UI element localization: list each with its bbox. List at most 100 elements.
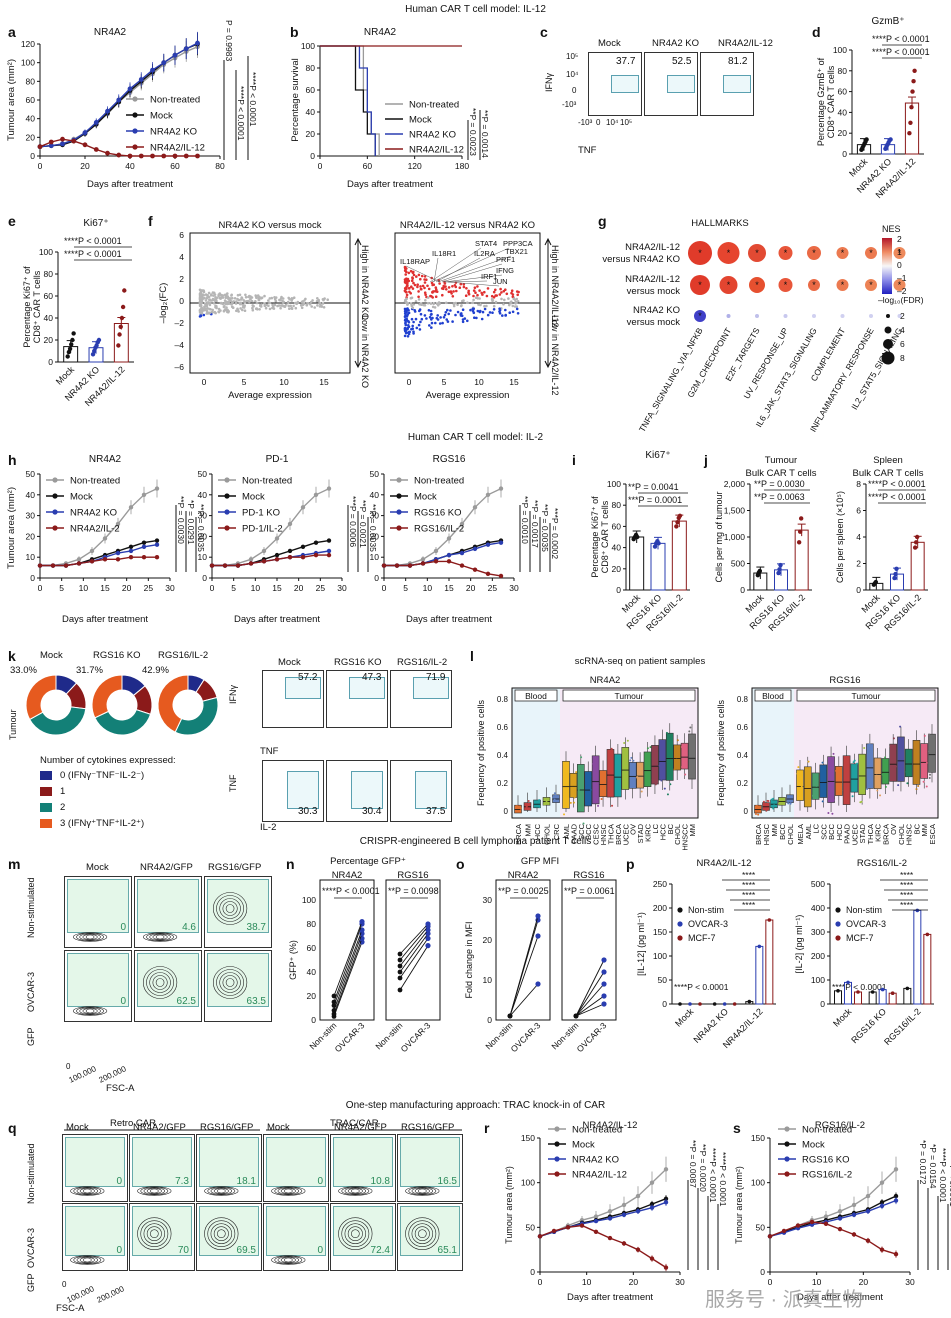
panel-a-series-2-point bbox=[150, 67, 155, 73]
panel-s-series-2-point bbox=[837, 1216, 843, 1221]
panel-f-right-gene-point bbox=[411, 287, 415, 290]
panel-f-right-gene-point bbox=[410, 285, 413, 289]
panel-f-right-gene-point bbox=[429, 309, 433, 313]
panel-o-1-pair-line bbox=[575, 1003, 605, 1017]
panel-l-left-dot bbox=[565, 773, 568, 776]
flow-m-contour-ring bbox=[146, 969, 174, 996]
panel-h-1-series-3-point bbox=[209, 563, 215, 568]
panel-h-0-series-3-point bbox=[141, 555, 147, 560]
flow-m-gate bbox=[137, 879, 199, 933]
panel-g-dot bbox=[893, 279, 906, 291]
panel-f-left-gene-point bbox=[310, 305, 314, 308]
flow-m-contour-ring bbox=[222, 901, 238, 916]
panel-d-point bbox=[864, 137, 869, 142]
panel-r-series-2-point bbox=[593, 1218, 599, 1224]
panel-h-2-xtick-label: 5 bbox=[403, 583, 408, 593]
panel-g-nes-tick-0: 2 bbox=[897, 234, 902, 244]
panel-f-right-gene-point bbox=[443, 313, 447, 317]
flow-k-top-2 bbox=[390, 670, 452, 728]
panel-f-left-gene-point bbox=[215, 305, 218, 308]
panel-f-right-gene-point bbox=[516, 312, 520, 315]
panel-l-right-dot bbox=[827, 812, 830, 815]
panel-l-right-xlabel-11: PAAD bbox=[843, 823, 852, 843]
panel-f-left-gene-point bbox=[316, 297, 319, 300]
panel-f-right-xtick-label: 10 bbox=[474, 377, 484, 387]
panel-o-1-pair-line bbox=[575, 983, 605, 1017]
panel-l-left-xlabel-11: THCA bbox=[606, 824, 615, 844]
donut-legend-1: 1 bbox=[40, 786, 65, 797]
panel-l-left-dot bbox=[577, 782, 580, 785]
flow-m-col-1: NR4A2/GFP bbox=[140, 862, 193, 873]
panel-o-1-pair-line bbox=[575, 971, 605, 1017]
panel-letter-l: l bbox=[470, 648, 474, 664]
panel-g-dot bbox=[836, 279, 849, 291]
panel-p-right-legend-marker bbox=[835, 935, 841, 941]
flow-q-row-0: Non-stimulated bbox=[26, 1143, 36, 1204]
panel-h-1-ytick-label: 40 bbox=[198, 490, 208, 500]
panel-l-left-xlabel-21: HNSCC bbox=[681, 823, 690, 850]
panel-g-star: * bbox=[898, 280, 902, 290]
panel-g-star: * bbox=[784, 280, 788, 290]
panel-b-legend-label: NR4A2/IL-12 bbox=[409, 145, 464, 156]
panel-l-right-dot bbox=[789, 802, 792, 805]
panel-f-left-gene-point bbox=[321, 302, 325, 305]
panel-f-left-gene-point bbox=[267, 304, 270, 308]
panel-f-right-gene-point bbox=[434, 295, 438, 299]
panel-f-right-gene-point bbox=[479, 309, 482, 313]
panel-f-left-gene-point bbox=[308, 302, 312, 306]
panel-f-left-gene-point bbox=[292, 304, 295, 308]
panel-s-series-0-point bbox=[893, 1167, 899, 1172]
panel-f-right-gene-point bbox=[498, 307, 501, 311]
panel-l-left-ytick-0: 0 bbox=[504, 807, 509, 816]
panel-l-left-dot bbox=[525, 807, 528, 810]
panel-h-2-legend-marker bbox=[396, 525, 402, 531]
panel-f-right-gene-point bbox=[446, 320, 450, 323]
flow-k-top-xlabel: TNF bbox=[260, 746, 279, 757]
panel-l-left-dot bbox=[670, 736, 673, 739]
panel-f-right-gene-point bbox=[469, 308, 472, 312]
panel-f-left-gene-point bbox=[300, 303, 303, 307]
panel-n-0-ytick-4: 80 bbox=[307, 919, 317, 929]
panel-f-right-gene-point bbox=[483, 304, 486, 308]
panel-f-left-gene-point bbox=[238, 293, 242, 297]
panel-n-1-point-ovcar bbox=[425, 943, 431, 949]
flow-q-contour-ring bbox=[204, 1217, 239, 1251]
panel-g-dot bbox=[755, 314, 759, 318]
flow-m-contour bbox=[212, 892, 248, 925]
panel-f-left-gene-point bbox=[222, 305, 226, 309]
panel-l-left-dot bbox=[594, 795, 597, 798]
panel-n-0-point-nonstim bbox=[331, 999, 337, 1005]
flow-m-gate bbox=[207, 953, 269, 1007]
panel-f-right-gene-point bbox=[473, 286, 477, 290]
panel-f-right-gene-point bbox=[467, 289, 471, 293]
panel-f-right-gene-point bbox=[490, 294, 494, 298]
section-il2-title: Human CAR T cell model: IL-2 bbox=[407, 432, 544, 443]
panel-f-right-gene-point bbox=[452, 290, 455, 293]
panel-h-0-xtick-label: 0 bbox=[38, 583, 43, 593]
flow-q-contour bbox=[338, 1186, 373, 1196]
panel-s-series-2-line bbox=[769, 1199, 897, 1237]
panel-f-left-gene-point bbox=[279, 298, 282, 302]
panel-l-left-dot bbox=[648, 767, 651, 770]
panel-g-star: * bbox=[869, 280, 873, 290]
panel-l-right-dot bbox=[897, 784, 900, 787]
panel-f-gene-pointer bbox=[435, 257, 481, 283]
panel-p-left-xlabel-0: Mock bbox=[673, 1006, 696, 1029]
panel-k-donut-1-slice-3 bbox=[91, 674, 123, 719]
panel-f-right-gene-point bbox=[430, 326, 433, 329]
panel-l-right-dot bbox=[780, 798, 783, 801]
flow-m-contour-ring bbox=[142, 932, 178, 942]
panel-f-right-arrow-up bbox=[544, 237, 552, 246]
panel-f-right-gene-point bbox=[423, 286, 426, 290]
panel-f-right-gene-point bbox=[491, 311, 494, 315]
panel-l-right-xlabel-7: LC bbox=[812, 823, 821, 833]
flow-q-contour-ring bbox=[280, 1188, 296, 1194]
panel-h-2-series-0-point bbox=[485, 492, 491, 497]
panel-f-left-gene-point bbox=[234, 302, 238, 305]
panel-l-right-box bbox=[803, 766, 812, 808]
panel-l-right-box bbox=[866, 743, 874, 789]
panel-l-left-box bbox=[628, 762, 637, 789]
panel-l-right-dot bbox=[899, 725, 902, 728]
panel-l-right-dot bbox=[807, 797, 810, 800]
